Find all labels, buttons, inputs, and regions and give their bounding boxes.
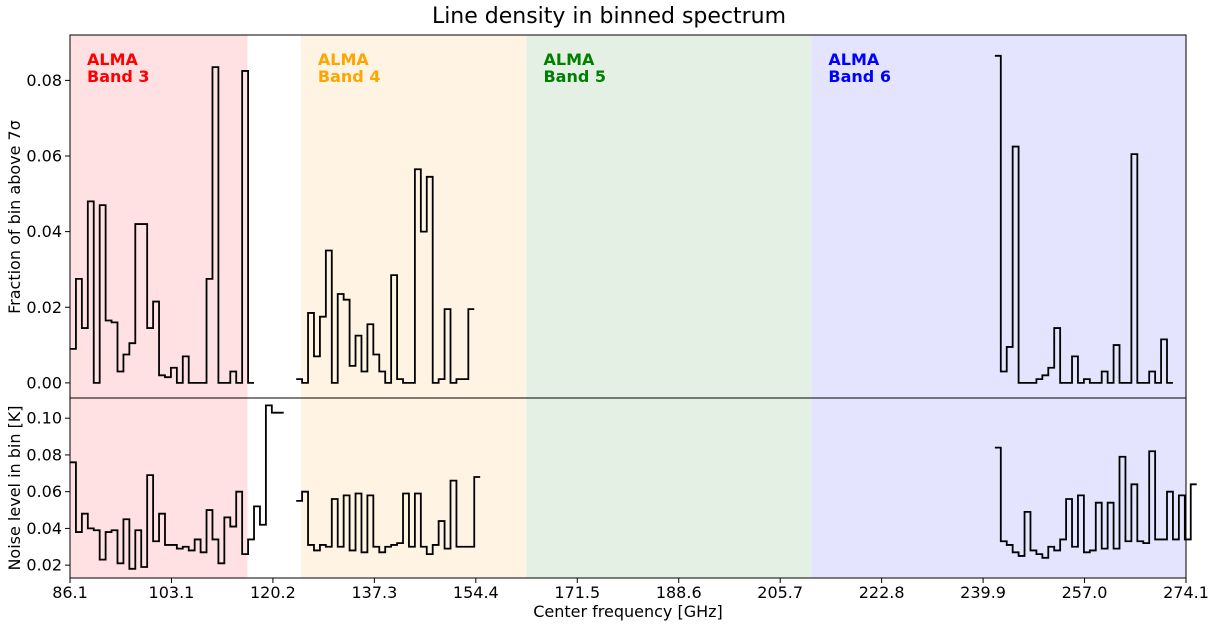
y-tick-label: 0.10 (26, 409, 62, 428)
x-tick-label: 257.0 (1062, 583, 1108, 602)
band-region-6 (811, 35, 1186, 578)
x-tick-label: 205.7 (757, 583, 803, 602)
band-label-line2: Band 6 (828, 67, 891, 86)
series-line-panel2-segment2 (296, 476, 481, 556)
series-line-panel1-segment1 (70, 66, 255, 384)
y-tick-label: 0.08 (26, 71, 62, 90)
band-label-line1: ALMA (87, 50, 139, 69)
x-tick-label: 171.5 (554, 583, 600, 602)
y-tick-label: 0.08 (26, 445, 62, 464)
series-line-panel2-segment3 (994, 446, 1197, 559)
x-tick-label: 120.2 (250, 583, 296, 602)
band-label-line1: ALMA (318, 50, 370, 69)
y-tick-label: 0.04 (26, 519, 62, 538)
y-axis-label-bottom: Noise level in bin [K] (5, 405, 24, 570)
y-tick-label: 0.04 (26, 222, 62, 241)
x-tick-label: 154.4 (453, 583, 499, 602)
y-tick-label: 0.02 (26, 556, 62, 575)
band-label-line1: ALMA (828, 50, 880, 69)
axes-layer (65, 34, 1187, 583)
series-line-panel1-segment2 (296, 168, 475, 384)
x-tick-label: 86.1 (52, 583, 88, 602)
band-region-5 (526, 35, 812, 578)
band-region-4 (300, 35, 527, 578)
series-line-panel1-segment3 (994, 54, 1173, 384)
x-tick-label: 239.9 (960, 583, 1006, 602)
y-axis-label-top: Fraction of bin above 7σ (5, 120, 24, 314)
x-tick-label: 137.3 (351, 583, 397, 602)
series-line-panel2-segment1 (70, 404, 284, 570)
x-tick-label: 188.6 (656, 583, 702, 602)
band-label-line2: Band 4 (318, 67, 381, 86)
chart-title: Line density in binned spectrum (432, 4, 786, 29)
y-tick-label: 0.06 (26, 147, 62, 166)
band-label-line2: Band 3 (87, 67, 150, 86)
y-tick-label: 0.06 (26, 482, 62, 501)
series-layer (70, 54, 1197, 570)
y-tick-label: 0.02 (26, 298, 62, 317)
x-tick-label: 222.8 (859, 583, 905, 602)
x-tick-label: 274.1 (1163, 583, 1209, 602)
y-tick-label: 0.00 (26, 373, 62, 392)
band-label-line2: Band 5 (543, 67, 606, 86)
band-label-line1: ALMA (543, 50, 595, 69)
panel-frame-2 (69, 397, 1187, 579)
x-tick-label: 103.1 (149, 583, 195, 602)
x-axis-label: Center frequency [GHz] (533, 602, 723, 621)
